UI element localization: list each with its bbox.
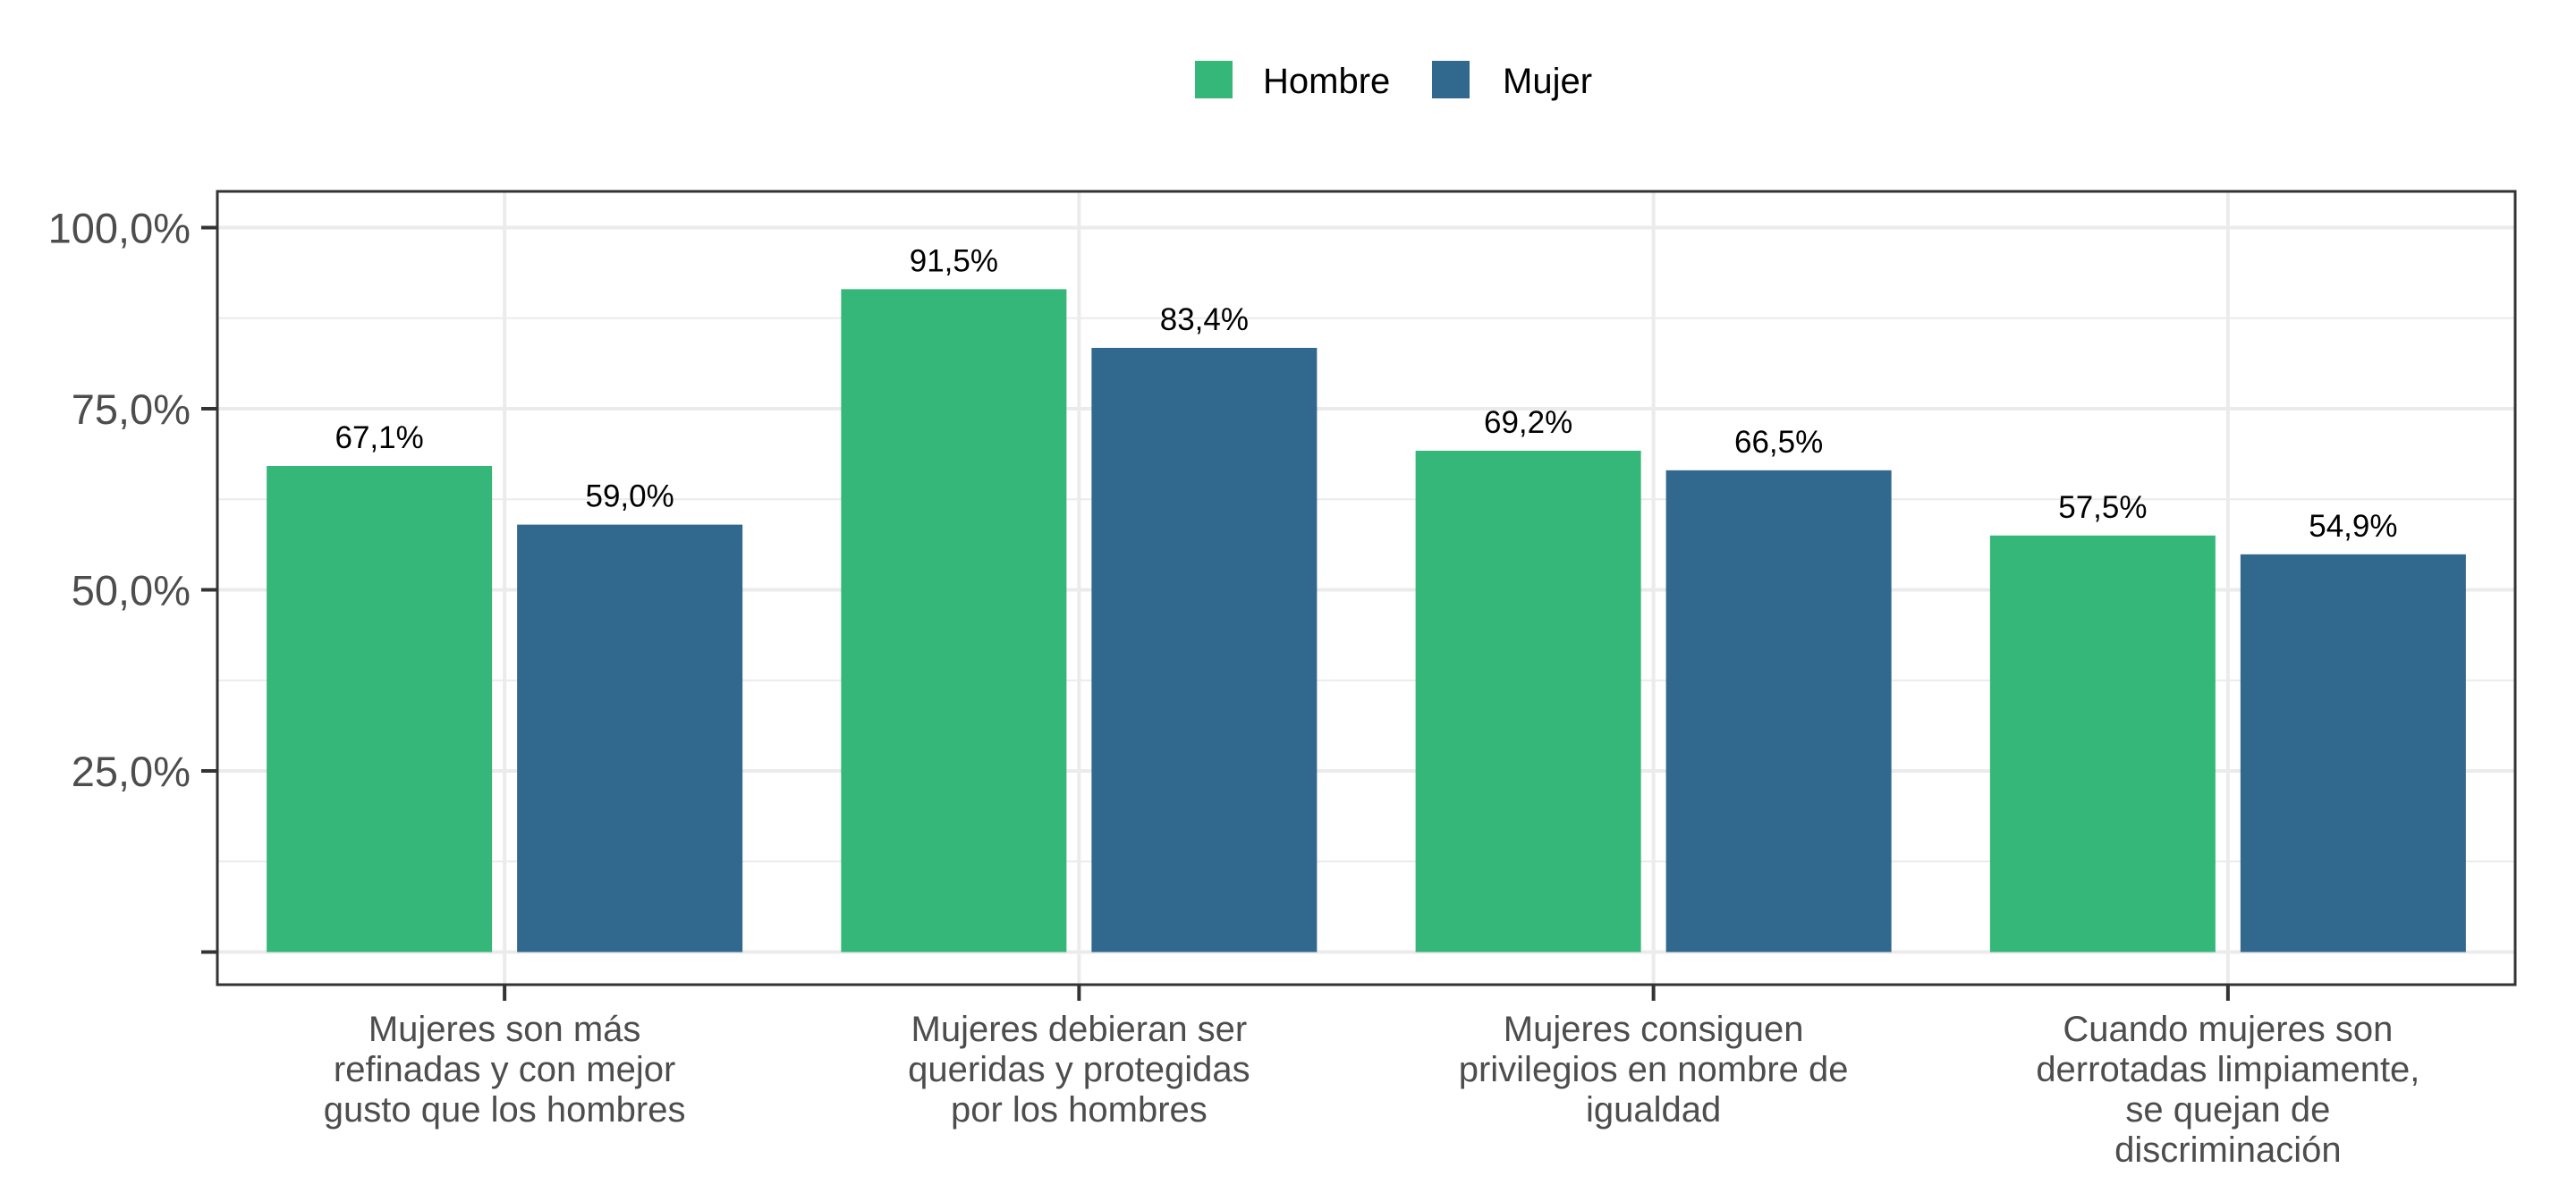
bars — [267, 289, 2466, 952]
legend-label: Mujer — [1503, 62, 1592, 101]
x-axis: Mujeres son más refinadas y con mejor gust… — [324, 985, 2419, 1170]
legend-key-hombre — [1195, 61, 1233, 98]
x-category-label: Mujeres son más refinadas y con mejor gust… — [324, 1010, 686, 1130]
bar-hombre — [841, 289, 1067, 952]
data-label: 69,2% — [1484, 405, 1572, 440]
data-label: 67,1% — [335, 420, 424, 455]
bar-hombre — [1415, 450, 1641, 952]
bar-mujer — [1665, 470, 1892, 952]
bar-mujer — [517, 524, 743, 952]
bar-hombre — [1989, 535, 2216, 952]
plot-border — [216, 190, 2517, 986]
data-label: 57,5% — [2058, 490, 2147, 525]
bar-mujer — [2240, 554, 2466, 952]
data-label: 83,4% — [1160, 302, 1249, 337]
bar-hombre — [267, 466, 493, 952]
y-tick-label: 50,0% — [72, 567, 191, 614]
y-axis: 25,0% 50,0% 75,0% 100,0% — [48, 205, 217, 954]
y-tick-label: 75,0% — [72, 385, 191, 433]
legend-label: Hombre — [1263, 62, 1390, 101]
data-label: 59,0% — [586, 479, 674, 514]
y-tick-label: 25,0% — [72, 748, 191, 795]
x-category-label: Cuando mujeres son derrotadas limpiamente… — [2036, 1010, 2419, 1170]
legend-key-mujer — [1432, 61, 1470, 98]
data-label: 91,5% — [910, 243, 998, 278]
data-label: 54,9% — [2309, 509, 2397, 544]
x-category-label: Mujeres debieran ser queridas y protegida… — [908, 1010, 1250, 1130]
y-tick-label: 100,0% — [48, 205, 191, 252]
x-category-label: Mujeres consiguen privilegios en nombre d… — [1459, 1010, 1849, 1130]
data-label: 66,5% — [1734, 425, 1823, 460]
data-labels: 67,1% 91,5% 69,2% 57,5% 59,0% 83,4% 66,5% 54,9% — [335, 243, 2398, 543]
legend: Hombre Mujer — [1195, 61, 1592, 101]
bar-mujer — [1091, 347, 1318, 952]
